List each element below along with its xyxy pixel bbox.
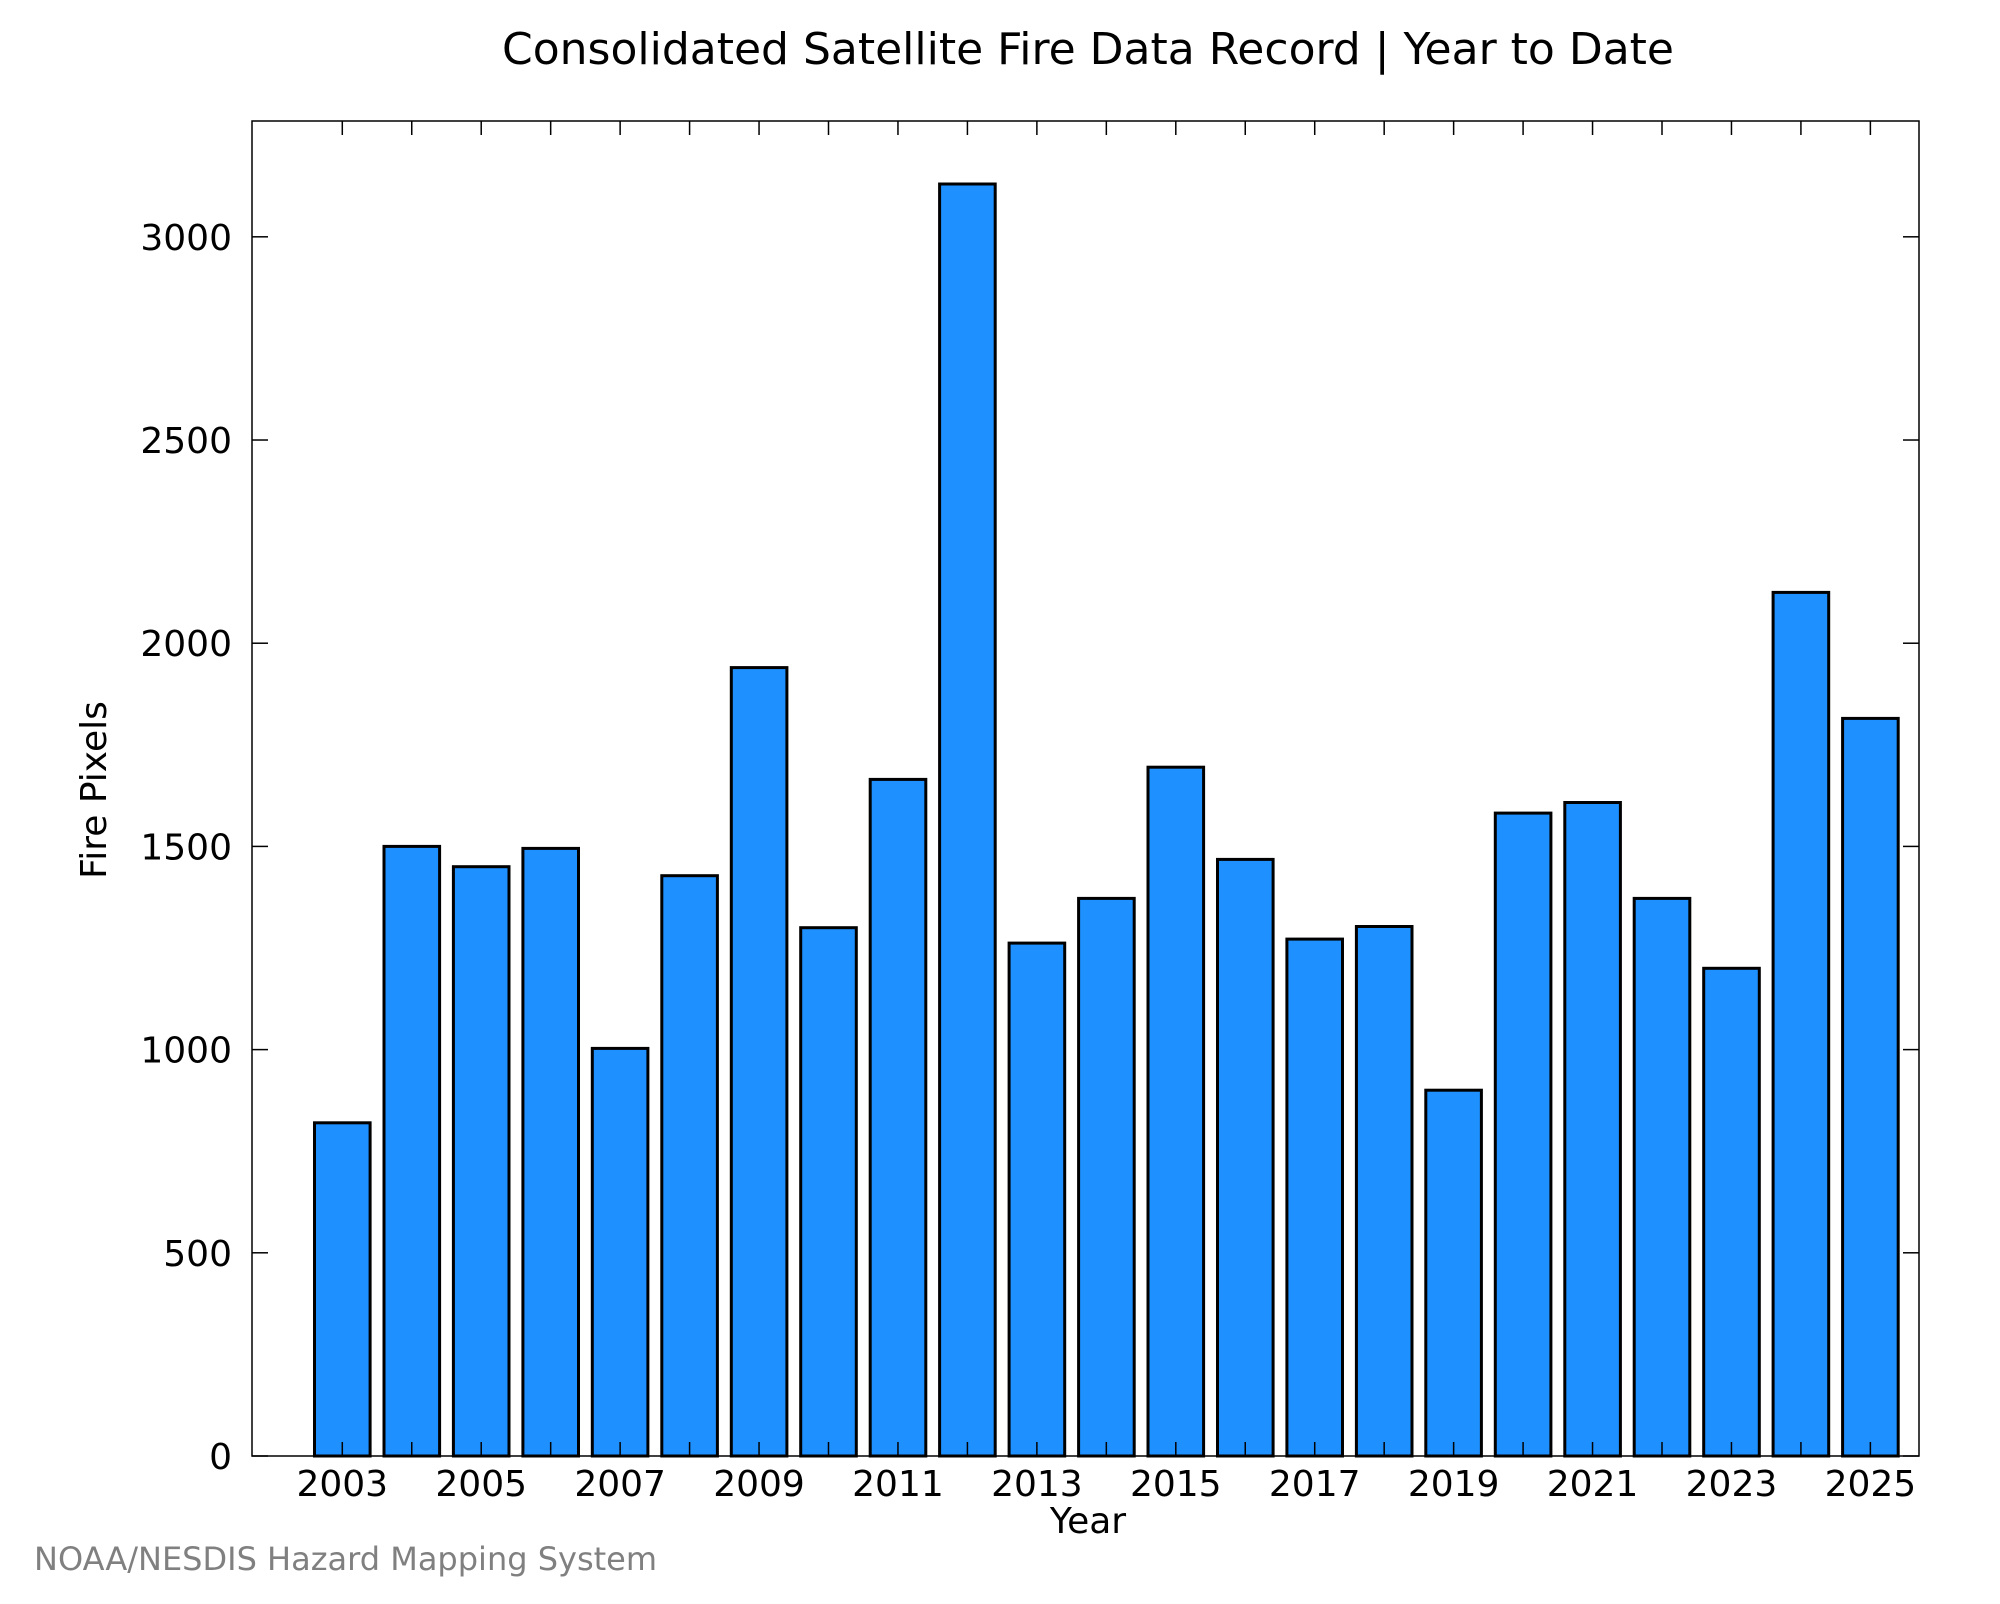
bar-2004: [382, 844, 442, 1458]
bar-2010: [799, 926, 858, 1458]
x-tick-label: 2023: [1686, 1464, 1778, 1505]
bar-2012: [938, 182, 997, 1458]
bar-2021: [1563, 801, 1622, 1458]
y-axis-label: Fire Pixels: [74, 701, 115, 879]
plot-frame: [251, 120, 1920, 1457]
bar-2011: [868, 777, 928, 1458]
bar-2006: [521, 846, 581, 1458]
bar-2013: [1007, 941, 1067, 1458]
bar-2025: [1841, 716, 1900, 1458]
axes-group: 2003 2005 2007 2009 2011 2013 2015 2017 2019 2021…: [140, 120, 1920, 1505]
x-tick-label: 2007: [574, 1464, 666, 1505]
x-tick-label: 2025: [1825, 1464, 1917, 1505]
x-tick-label: 2009: [713, 1464, 805, 1505]
bar-2022: [1632, 896, 1692, 1458]
bar-2016: [1216, 857, 1275, 1458]
source-credit: NOAA/NESDIS Hazard Mapping System: [34, 1540, 658, 1578]
bar-2009: [729, 666, 789, 1458]
y-tick-label: 0: [209, 1437, 232, 1478]
bar-2008: [660, 874, 719, 1458]
y-tick-label: 500: [163, 1234, 232, 1275]
chart-title: Consolidated Satellite Fire Data Record …: [502, 24, 1674, 75]
bar-2014: [1077, 896, 1136, 1458]
x-tick-label: 2021: [1547, 1464, 1639, 1505]
y-tick-label: 2500: [140, 421, 232, 462]
y-tick-label: 1500: [140, 827, 232, 868]
bar-2020: [1493, 811, 1553, 1458]
x-axis-label: Year: [1049, 1501, 1126, 1542]
x-tick-label: 2003: [296, 1464, 388, 1505]
x-tick-label: 2005: [435, 1464, 527, 1505]
bar-2003: [313, 1121, 372, 1458]
bar-2023: [1702, 966, 1761, 1458]
y-tick-label: 2000: [140, 624, 232, 665]
x-tick-label: 2019: [1408, 1464, 1500, 1505]
x-tick-label: 2015: [1130, 1464, 1222, 1505]
bar-2018: [1354, 925, 1414, 1458]
bar-2007: [590, 1046, 650, 1458]
bar-2005: [451, 865, 511, 1458]
x-tick-label: 2013: [991, 1464, 1083, 1505]
bar-2017: [1285, 937, 1345, 1458]
bar-2019: [1424, 1088, 1483, 1458]
bars-group: [313, 182, 1900, 1458]
y-tick-label: 1000: [140, 1031, 232, 1072]
x-tick-label: 2017: [1269, 1464, 1361, 1505]
bar-2015: [1146, 765, 1206, 1458]
bar-2024: [1771, 590, 1831, 1458]
x-tick-label: 2011: [852, 1464, 944, 1505]
y-tick-label: 3000: [140, 218, 232, 259]
